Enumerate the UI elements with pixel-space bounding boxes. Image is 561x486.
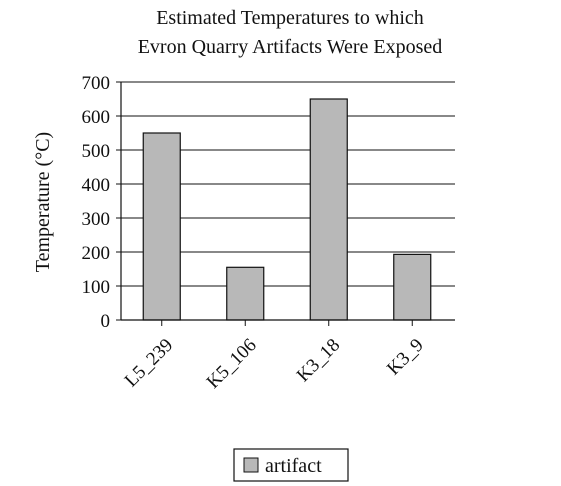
x-tick-label: K3_18: [293, 335, 344, 386]
chart-title: Estimated Temperatures to which Evron Qu…: [138, 7, 443, 58]
x-tick-label: K5_106: [203, 335, 261, 393]
x-tick-label: L5_239: [121, 335, 178, 392]
bars: [142, 98, 432, 321]
y-tick-label: 600: [82, 107, 111, 128]
y-axis-label: Temperature (°C): [32, 132, 54, 272]
legend-swatch: [243, 457, 259, 473]
y-tick-label: 0: [101, 311, 111, 332]
legend-label: artifact: [265, 455, 322, 477]
bar-k3-9: [393, 253, 432, 321]
y-tick-label: 300: [82, 209, 111, 230]
bar-k5-106: [226, 266, 265, 321]
chart-title-line-2: Evron Quarry Artifacts Were Exposed: [138, 36, 443, 58]
y-tick-label: 400: [82, 175, 111, 196]
y-tick-label: 700: [82, 73, 111, 94]
chart-title-line-1: Estimated Temperatures to which: [156, 7, 424, 29]
y-tick-label: 500: [82, 141, 111, 162]
legend: artifact: [233, 448, 349, 482]
y-axis-ticks: 0 100 200 300 400 500 600 700: [82, 73, 121, 332]
x-tick-label: K3_9: [383, 335, 428, 380]
x-axis-ticks: L5_239 K5_106 K3_18 K3_9: [121, 320, 428, 393]
y-tick-label: 100: [82, 277, 111, 298]
y-tick-label: 200: [82, 243, 111, 264]
bar-k3-18: [309, 98, 348, 321]
bar-l5-239: [142, 132, 181, 321]
